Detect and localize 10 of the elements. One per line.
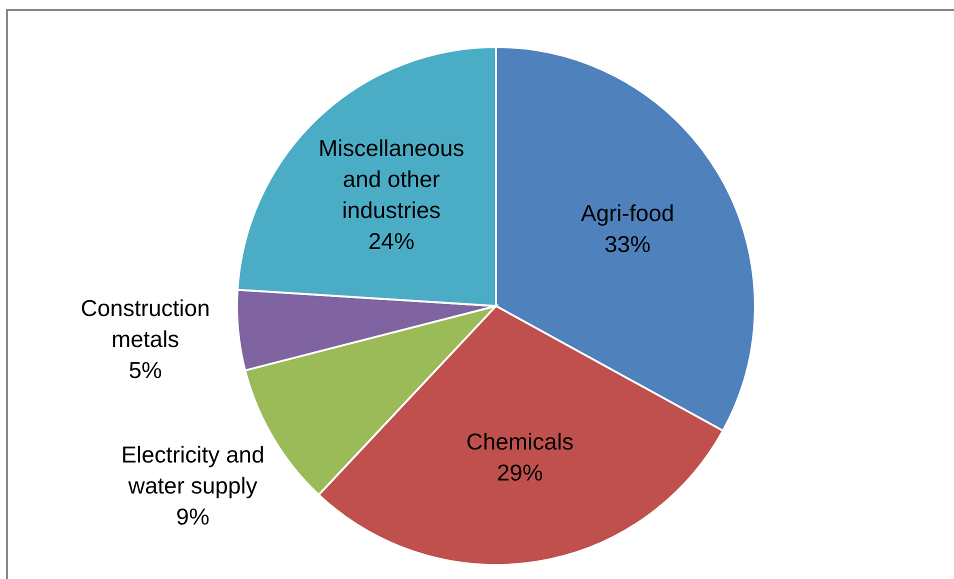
- slice-label: Chemicals: [466, 428, 574, 454]
- data-label: 5%: [128, 357, 162, 384]
- data-label: 24%: [368, 228, 414, 254]
- slice-label: Agri-food: [580, 200, 674, 226]
- slice-label: Construction metals: [80, 295, 210, 352]
- data-label: 9%: [176, 503, 210, 530]
- data-label: 33%: [604, 230, 651, 257]
- data-label: 29%: [496, 459, 543, 486]
- slice-label: Miscellaneous and other industries: [318, 135, 464, 224]
- slice-label: Electricity and water supply: [121, 441, 264, 498]
